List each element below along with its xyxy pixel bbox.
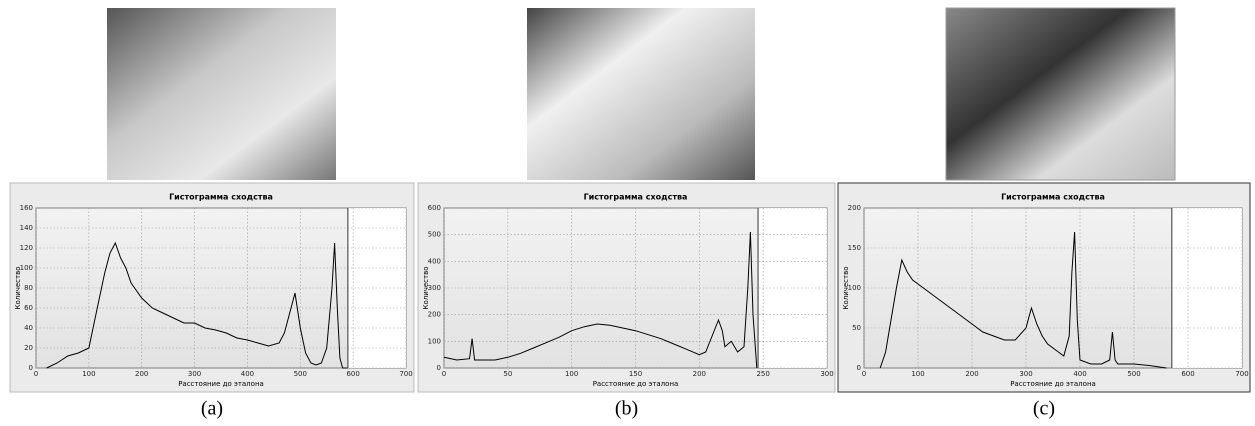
x-tick-label: 700 (1235, 370, 1248, 378)
caption: (a) (201, 398, 223, 420)
photo (945, 7, 1176, 181)
x-tick-label: 600 (346, 370, 359, 378)
x-tick-label: 200 (965, 370, 978, 378)
y-tick-label: 160 (20, 204, 33, 212)
x-axis-label: Расстояние до эталона (178, 380, 264, 388)
charts: Гистограмма сходства 0 20 40 60 80 100 120 140 16… (9, 182, 1251, 420)
x-tick-label: 50 (503, 370, 512, 378)
chart-title: Гистограмма сходства (584, 193, 688, 202)
y-axis-label: Количество (422, 266, 430, 309)
y-tick-label: 100 (848, 284, 861, 292)
y-tick-label: 200 (428, 311, 441, 319)
x-tick-label: 300 (1019, 370, 1032, 378)
y-tick-label: 200 (848, 204, 861, 212)
y-tick-label: 100 (428, 337, 441, 345)
y-tick-label: 0 (29, 364, 33, 372)
y-tick-label: 400 (428, 257, 441, 265)
y-tick-label: 300 (428, 284, 441, 292)
x-tick-label: 300 (820, 370, 833, 378)
y-tick-label: 140 (20, 224, 33, 232)
y-tick-label: 50 (852, 324, 861, 332)
unused-region (758, 208, 827, 368)
histogram-line (46, 241, 348, 369)
unused-region (1171, 208, 1242, 368)
y-tick-label: 0 (437, 364, 441, 372)
x-axis-label: Расстояние до эталона (1010, 380, 1096, 388)
y-tick-label: 100 (20, 264, 33, 272)
x-tick-label: 200 (135, 370, 148, 378)
x-tick-label: 250 (756, 370, 769, 378)
photo (527, 8, 755, 180)
histogram-line (443, 231, 758, 369)
x-tick-label: 200 (693, 370, 706, 378)
x-tick-label: 700 (399, 370, 412, 378)
x-tick-label: 500 (294, 370, 307, 378)
x-tick-label: 400 (241, 370, 254, 378)
x-tick-label: 100 (82, 370, 95, 378)
caption: (c) (1033, 398, 1055, 420)
x-tick-label: 500 (1127, 370, 1140, 378)
caption: (b) (615, 398, 638, 420)
x-tick-label: 100 (911, 370, 924, 378)
y-axis-label: Количество (14, 266, 22, 309)
x-tick-label: 0 (442, 370, 446, 378)
y-tick-label: 40 (24, 324, 33, 332)
x-tick-label: 400 (1073, 370, 1086, 378)
histogram-line (879, 231, 1167, 369)
x-tick-label: 600 (1181, 370, 1194, 378)
x-tick-label: 300 (188, 370, 201, 378)
x-axis-label: Расстояние до эталона (593, 380, 679, 388)
x-tick-label: 0 (34, 370, 38, 378)
y-tick-label: 600 (428, 204, 441, 212)
x-tick-label: 150 (629, 370, 642, 378)
chart-title: Гистограмма сходства (1001, 193, 1105, 202)
y-tick-label: 80 (24, 284, 33, 292)
y-tick-label: 120 (20, 244, 33, 252)
y-tick-label: 20 (24, 344, 33, 352)
x-tick-label: 0 (862, 370, 866, 378)
y-tick-label: 60 (24, 304, 33, 312)
y-tick-label: 150 (848, 244, 861, 252)
photo (107, 8, 336, 180)
y-tick-label: 500 (428, 231, 441, 239)
y-tick-label: 0 (857, 364, 861, 372)
chart-title: Гистограмма сходства (169, 193, 273, 202)
x-tick-label: 100 (565, 370, 578, 378)
y-axis-label: Количество (842, 266, 850, 309)
